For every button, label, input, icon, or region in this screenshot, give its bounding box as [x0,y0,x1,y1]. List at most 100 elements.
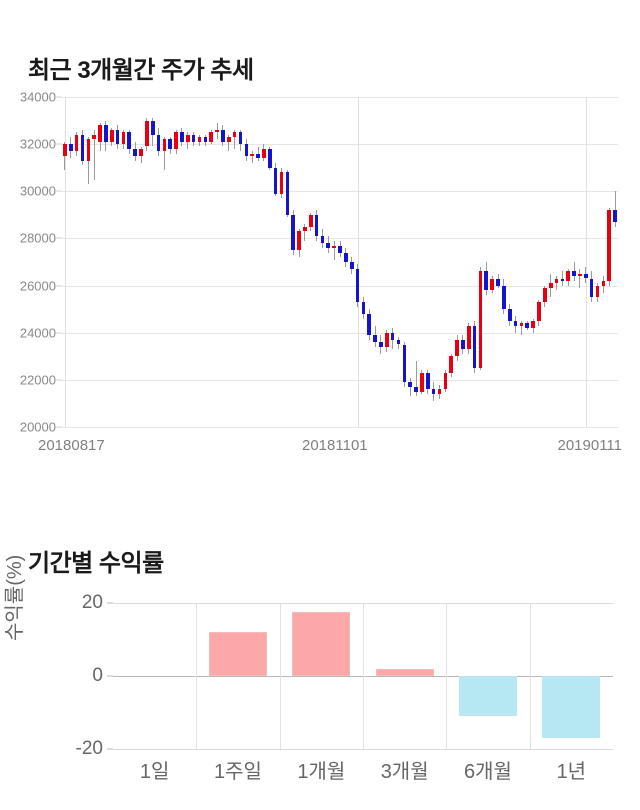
candle-body [396,339,401,345]
price-y-tick-label: 24000 [19,325,56,341]
candle-body [256,153,260,159]
candle-body [384,332,389,347]
candle-wick [520,320,522,336]
candle-body [373,335,377,343]
candle-body [80,134,85,161]
returns-category-divider [363,603,364,749]
returns-bar [458,676,518,717]
candle-body [502,285,506,310]
candle-wick [93,130,95,180]
candle-body [338,245,342,253]
candle-wick [561,271,563,286]
returns-x-tick-label: 1일 [139,761,170,783]
candle-body [174,132,178,149]
candle-body [115,130,120,145]
candle-body [408,382,413,387]
candle-body [191,134,196,142]
returns-bar [292,612,351,676]
candle-wick [64,141,66,171]
price-candlestick-chart: 34000 32000 30000 28000 26000 24000 22000 20000… [0,85,640,475]
candle-body [250,153,255,156]
price-gridline [62,238,618,240]
returns-y-tick-mark [107,675,113,677]
candle-body [461,339,465,350]
candle-body [525,323,530,328]
price-gridline [62,332,618,334]
returns-x-tick-label: 1개월 [297,761,346,783]
candle-body [303,226,307,232]
candle-body [186,134,190,142]
candle-body [109,130,114,142]
candle-body [537,302,541,321]
candle-body [472,325,477,369]
price-gridline [62,144,618,146]
candle-body [314,214,319,237]
candle-body [601,280,606,286]
returns-bar [375,668,434,676]
price-y-tick-label: 34000 [19,89,56,105]
returns-bar [542,676,601,739]
price-y-tick-label: 32000 [19,136,56,152]
candle-body [449,356,453,373]
candle-body [443,372,448,390]
price-x-axis-tick-line [358,97,359,427]
price-y-tick-mark [56,285,62,287]
candle-wick [614,191,616,227]
period-returns-bar-chart: 수익률(%) 20 0 -20 1일 1주일 1개월 3개월 6개월 1년 [0,555,640,810]
price-y-tick-label: 20000 [19,419,56,435]
candle-body [238,132,243,145]
candle-body [68,144,73,152]
candle-body [455,339,459,357]
price-y-tick-label: 26000 [19,278,56,294]
candle-wick [251,151,253,163]
candle-wick [234,130,236,149]
returns-y-tick-mark [107,602,113,604]
candle-body [490,278,494,291]
price-section-title: 최근 3개월간 주가 추세 [28,56,254,84]
returns-gridline [113,749,613,750]
price-y-tick-label: 28000 [19,230,56,246]
candle-body [507,309,512,321]
candle-body [74,134,79,152]
price-gridline [62,191,618,193]
candle-body [402,344,407,383]
candle-body [437,389,442,394]
candle-body [513,320,518,326]
candle-body [548,283,553,288]
candle-body [232,132,237,138]
candle-body [572,271,576,277]
returns-x-tick-label: 3개월 [380,761,429,783]
candle-body [215,130,219,133]
returns-y-tick-label: 0 [92,665,103,686]
candle-body [466,325,471,350]
candle-body [273,167,278,194]
candle-body [121,132,126,145]
price-y-tick-mark [56,426,62,428]
candle-body [390,332,395,340]
candle-body [221,130,225,142]
candle-body [86,139,91,161]
candle-wick [333,240,335,260]
price-x-axis-tick-line [586,97,587,427]
candle-body [583,273,588,279]
candle-body [560,278,565,281]
candle-body [420,372,424,392]
candle-body [326,243,331,248]
candle-body [578,273,582,277]
returns-x-tick-label: 6개월 [464,761,512,783]
price-x-tick-label: 20190111 [557,437,622,454]
returns-section-title: 기간별 수익률 [28,549,164,577]
candle-body [98,125,102,142]
candle-body [203,137,208,142]
price-gridline [62,427,618,428]
returns-category-divider [530,603,531,749]
candle-body [367,313,372,336]
candle-wick [304,224,306,241]
returns-y-axis-label: 수익률(%) [4,554,26,641]
price-y-tick-label: 22000 [19,372,56,388]
candle-body [291,214,295,251]
price-x-axis-tick-line [65,97,66,427]
candle-body [554,278,559,284]
candle-body [496,278,500,286]
candle-body [226,137,231,142]
